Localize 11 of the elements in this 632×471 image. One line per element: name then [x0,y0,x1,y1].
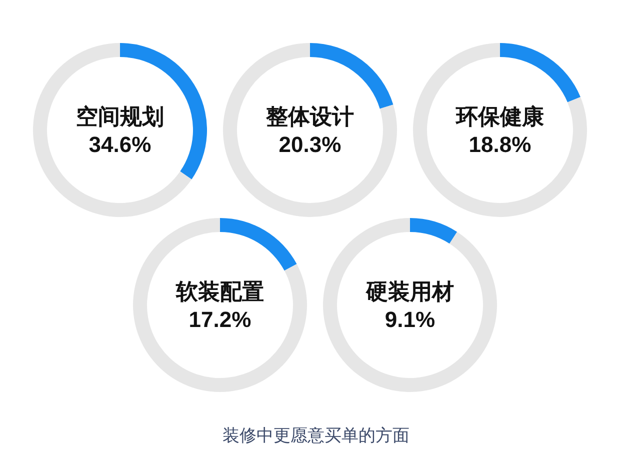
text: 装修中更愿意买单的方面 [222,426,410,445]
data-label: 34.6% [88,132,152,157]
data-label: 20.3% [278,132,342,157]
data-label: 18.8% [468,132,532,157]
slice-label: 软装配置 [175,279,264,304]
slice-label: 空间规划 [76,104,164,129]
data-label: 9.1% [384,307,436,332]
data-label: 17.2% [188,307,252,332]
slice-label: 环保健康 [455,104,544,129]
slice-label: 整体设计 [265,104,354,129]
slice-label: 硬装用材 [365,279,454,304]
